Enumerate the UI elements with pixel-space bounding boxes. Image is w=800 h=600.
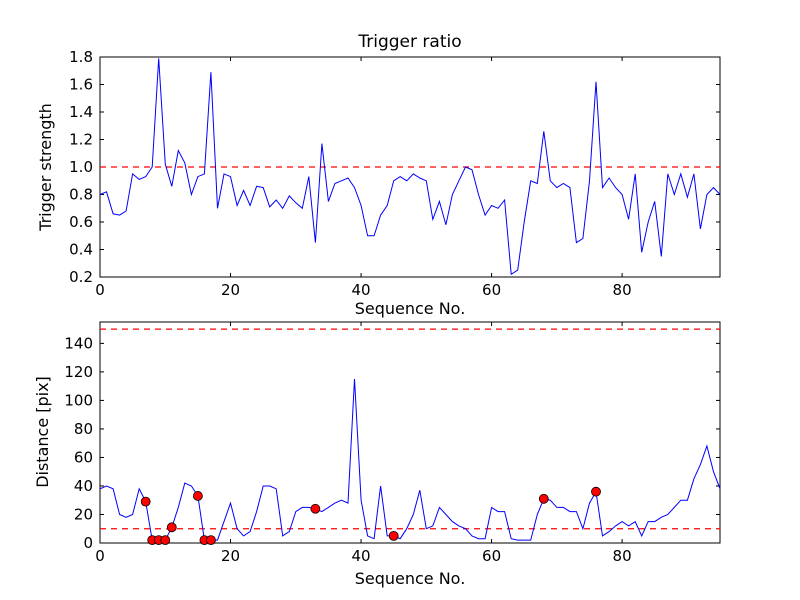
x-tick-label: 80	[613, 547, 632, 565]
event-marker	[388, 530, 399, 541]
y-tick-label: 100	[64, 391, 93, 409]
x-tick-label: 80	[613, 281, 632, 299]
y-tick-label: 1.2	[69, 131, 93, 149]
event-marker	[166, 522, 177, 533]
y-tick-label: 0	[83, 534, 93, 552]
y-tick-label: 80	[74, 420, 93, 438]
bottom-xlabel: Sequence No.	[355, 569, 466, 588]
event-marker	[140, 496, 151, 507]
x-tick-label: 20	[221, 281, 240, 299]
y-tick-label: 1.0	[69, 158, 93, 176]
y-tick-label: 60	[74, 448, 93, 466]
event-marker	[591, 486, 601, 497]
x-tick-label: 0	[95, 281, 105, 299]
top-axes: 0 20 40 60 80 0.2 0.4 0.6 0.8 1.0 1.2 1.4 1.6 1.8	[69, 48, 721, 299]
top-xlabel: Sequence No.	[355, 299, 466, 318]
y-tick-label: 20	[74, 505, 93, 523]
y-tick-label: 0.8	[69, 186, 93, 204]
y-tick-label: 1.6	[69, 76, 93, 94]
y-tick-label: 1.8	[69, 48, 93, 66]
y-tick-label: 140	[64, 334, 93, 352]
event-marker	[192, 491, 203, 501]
x-tick-label: 60	[482, 547, 501, 565]
event-marker	[206, 535, 216, 546]
data-line	[99, 58, 721, 276]
x-tick-label: 60	[482, 281, 501, 299]
y-tick-label: 1.4	[69, 103, 93, 121]
x-tick-label: 40	[352, 281, 371, 299]
x-tick-label: 40	[352, 547, 371, 565]
y-tick-label: 40	[74, 477, 93, 495]
event-marker	[310, 503, 321, 514]
data-line	[99, 378, 721, 541]
y-tick-label: 120	[64, 363, 93, 381]
y-tick-label: 0.4	[69, 241, 93, 259]
bottom-ylabel: Distance [pix]	[33, 376, 52, 488]
event-marker	[160, 535, 171, 546]
y-tick-label: 0.2	[69, 268, 93, 286]
axes-frame	[99, 321, 721, 544]
x-tick-label: 20	[221, 547, 240, 565]
chart-title: Trigger ratio	[357, 32, 461, 52]
y-tick-label: 0.6	[69, 213, 93, 231]
top-ylabel: Trigger strength	[36, 103, 55, 232]
bottom-axes: 0 20 40 60 80 0 20 40 60 80 100 120 140	[64, 321, 721, 565]
x-tick-label: 0	[95, 547, 105, 565]
event-marker	[538, 493, 549, 504]
